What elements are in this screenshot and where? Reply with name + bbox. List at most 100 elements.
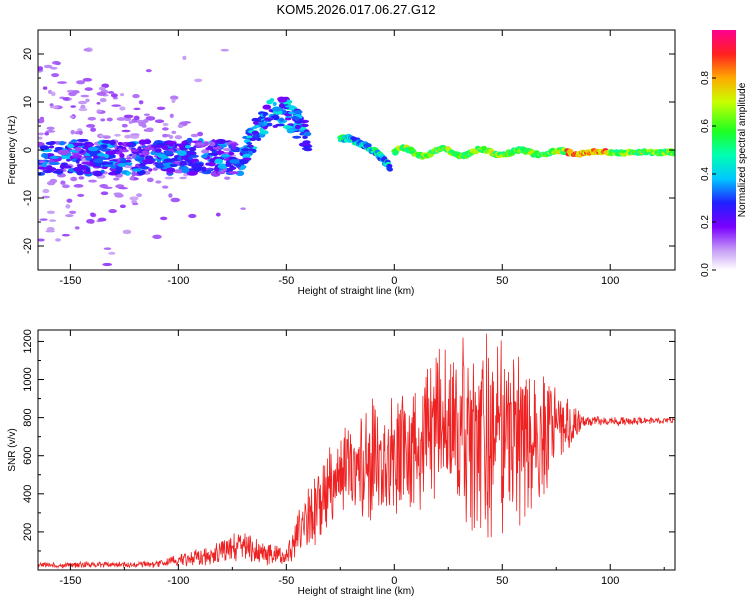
spectral-blob [66,158,71,162]
spectral-blob [46,210,56,214]
spectral-blob [201,149,210,154]
spectral-blob [117,141,123,146]
spectral-blob [70,129,75,135]
spectral-blob [206,169,212,174]
spectral-blob [73,166,83,173]
spectral-blob [277,97,288,103]
x-tick-label: -50 [278,575,294,587]
spectral-blob [301,123,309,128]
spectral-blob [186,137,193,144]
spectral-blob [85,166,91,173]
snr-x-axis: -150 -100 -50 0 50 100 [59,330,665,587]
spectral-blob [215,138,227,145]
spectral-blob [52,170,64,174]
spectral-blob [96,91,107,96]
spectral-blob [58,141,66,146]
x-tick-label: 50 [496,275,508,287]
spectral-blob [252,134,260,139]
spectral-blob [42,162,48,168]
spectral-blob [386,163,393,169]
spectral-blob [61,233,70,237]
spectral-blob [93,158,104,164]
x-tick-label: -150 [59,275,81,287]
spectral-blob [119,153,125,158]
spectral-blob [60,180,66,185]
spectral-blob [49,106,59,109]
spectral-blob [90,127,97,132]
spectral-blob [215,150,225,154]
spectral-blob [177,150,187,156]
spectral-blob [231,144,237,150]
spectral-blob [163,158,175,163]
spectral-blob [104,154,109,159]
spectral-blob [126,171,132,175]
spectral-blob [240,207,246,210]
spectral-blob [214,158,224,164]
spectral-blob [131,199,138,204]
spectral-blob [71,154,83,159]
spectral-blob [138,139,147,146]
spectral-blob [215,212,221,217]
spectral-blob [70,176,78,182]
spectral-blob [43,64,53,69]
colorbar-tick-label: 0.8 [700,71,711,85]
y-tick-label: 800 [22,408,34,426]
spectral-blob [75,159,80,164]
spectral-blob [302,143,311,146]
spectral-blob [61,184,70,189]
spectral-blob [114,133,121,137]
spectral-blob [148,168,153,172]
spectral-blob [303,147,313,152]
spectral-blob [246,144,254,148]
spectral-blob [207,152,219,156]
spectral-blob [220,48,230,52]
spectral-blob [166,167,176,173]
spectral-blob [365,143,372,148]
spectral-blob [130,175,135,181]
spectral-blob [62,97,70,101]
spectrogram-y-axis: -20 -10 0 10 20 [22,29,675,271]
spectral-blob [266,122,273,127]
spectral-blob [150,150,156,156]
spectral-blob [129,135,140,139]
colorbar-gradient [712,30,736,270]
spectral-blob [278,117,285,123]
spectral-blob [117,162,127,167]
x-tick-label: -100 [167,275,189,287]
spectral-blob [205,162,211,166]
x-tick-label: 0 [391,275,397,287]
spectral-blob [248,150,253,156]
spectral-blob [145,69,152,73]
spectral-blob [100,191,109,196]
spectral-blob [203,141,209,147]
spectral-blob [162,122,169,127]
spectral-blob [184,144,191,149]
spectral-blob [107,91,115,94]
spectral-blob [76,138,89,142]
spectral-blob [119,157,127,163]
x-tick-label: -100 [167,575,189,587]
spectral-blob [217,163,228,170]
spectral-blob [125,157,133,160]
spectral-blob [162,127,169,131]
spectral-blob [188,213,197,219]
spectral-blob [65,204,71,209]
spectral-blob [225,162,232,167]
snr-x-label: Height of straight line (km) [298,586,415,597]
spectral-blob [101,140,112,144]
spectral-blob [123,164,133,169]
spectral-blob [188,156,193,160]
x-tick-label: 50 [496,575,508,587]
spectrogram-x-label: Height of straight line (km) [298,286,415,297]
spectral-blob [73,184,84,188]
spectral-blob [38,136,43,140]
spectral-blob [76,80,86,85]
spectral-blob [138,100,144,105]
spectral-blob [132,94,140,99]
spectrogram-y-label: Frequency (Hz) [7,116,18,185]
spectral-blob [46,126,55,130]
spectral-blob [38,118,45,124]
spectral-blob [194,166,204,172]
spectral-blob [99,97,107,103]
